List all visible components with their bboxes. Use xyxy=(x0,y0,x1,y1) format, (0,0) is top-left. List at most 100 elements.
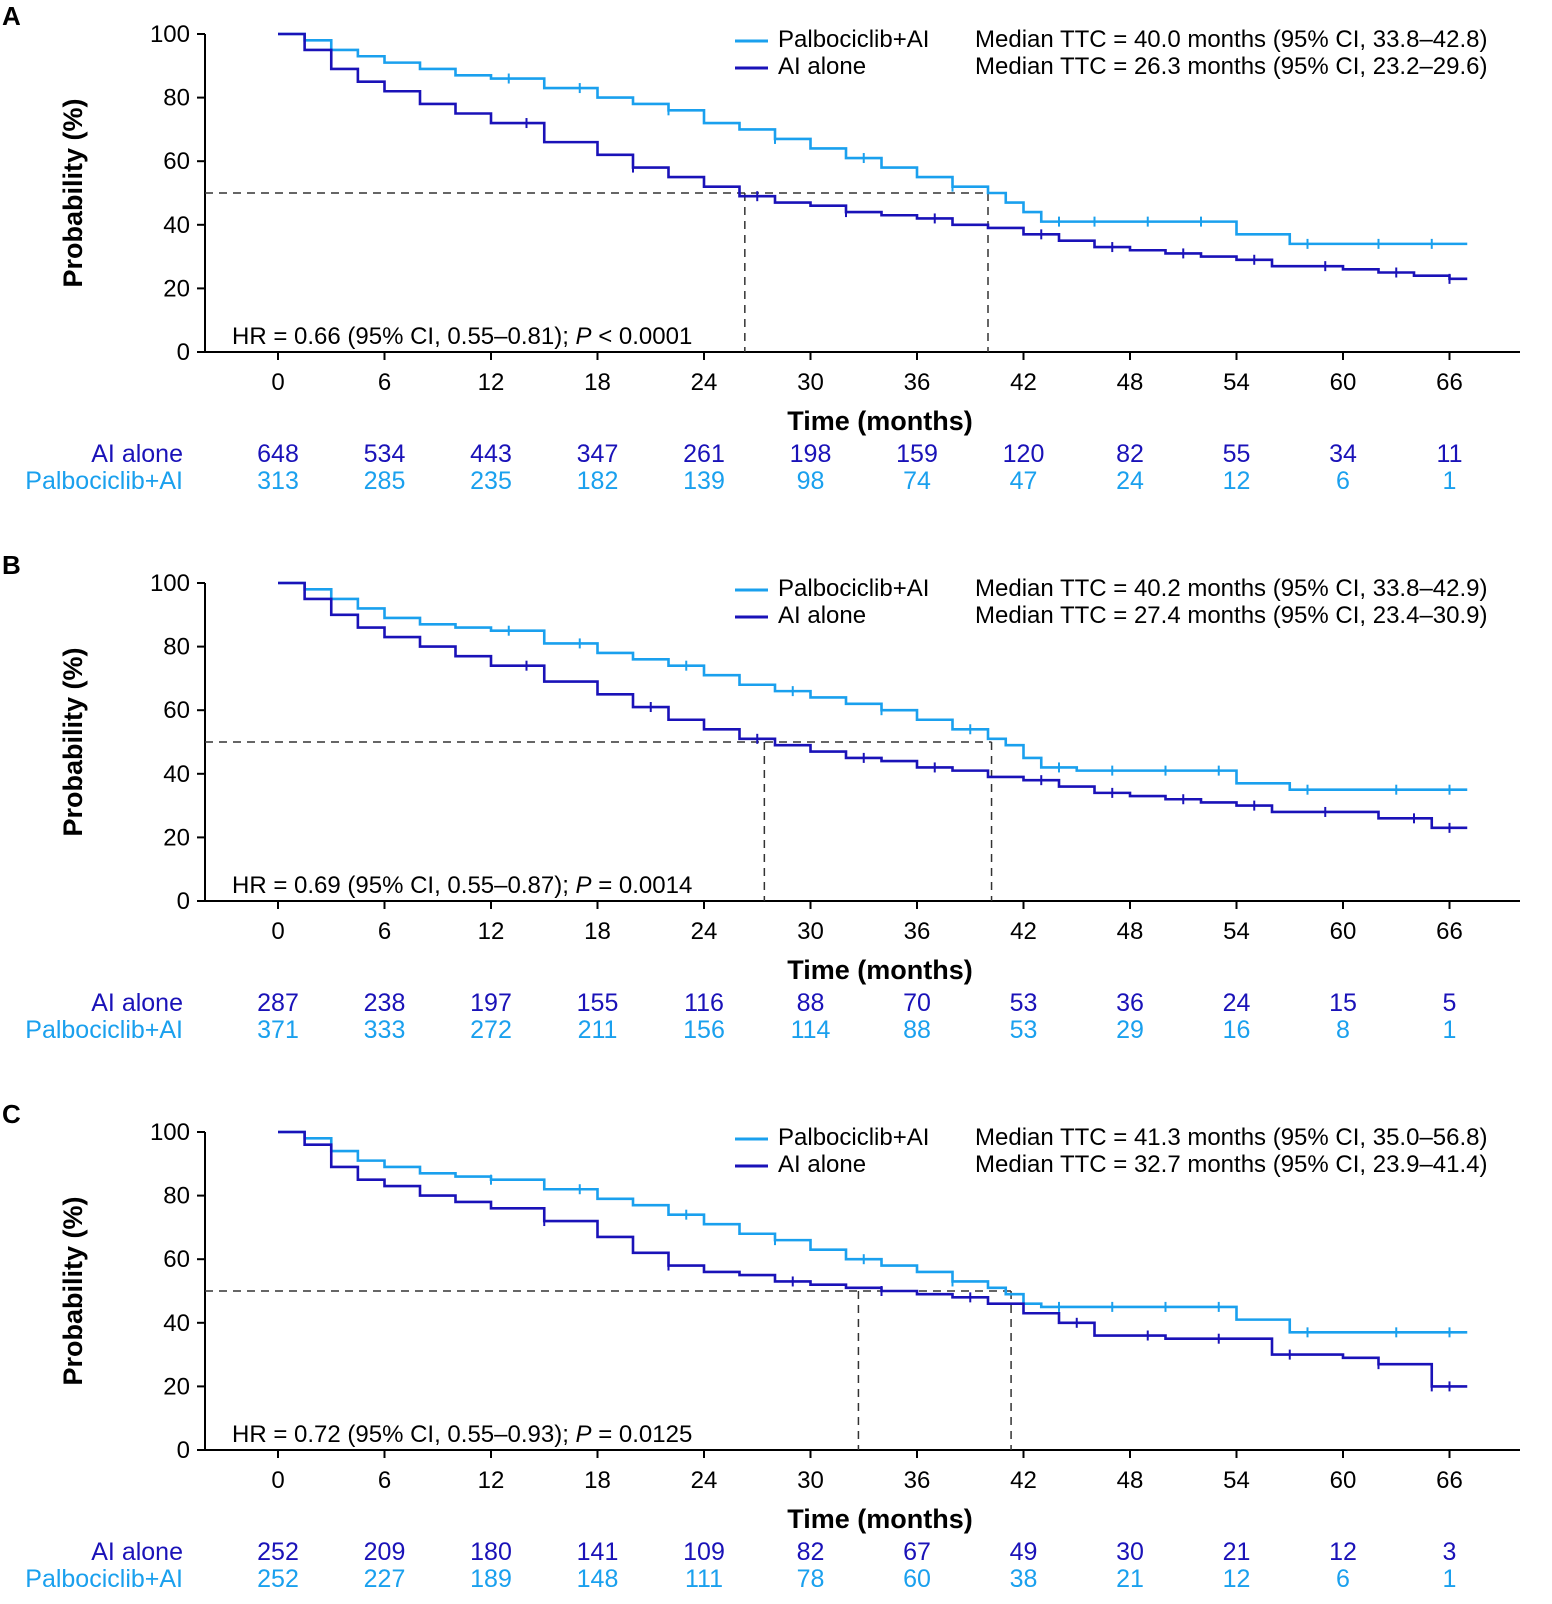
risk-count-ai-alone: 159 xyxy=(896,440,938,468)
y-tick-label: 40 xyxy=(163,212,190,239)
risk-count-ai-alone: 36 xyxy=(1116,989,1144,1017)
x-tick-label: 24 xyxy=(691,918,718,945)
risk-count-palbociclib: 1 xyxy=(1443,1565,1457,1593)
x-tick-label: 12 xyxy=(478,1467,505,1494)
risk-row-label-palbociclib: Palbociclib+AI xyxy=(25,467,183,495)
risk-count-palbociclib: 1 xyxy=(1443,1016,1457,1044)
risk-count-palbociclib: 6 xyxy=(1336,1565,1350,1593)
risk-count-palbociclib: 12 xyxy=(1223,467,1251,495)
legend-median-palbociclib: Median TTC = 41.3 months (95% CI, 35.0–5… xyxy=(975,1124,1488,1151)
x-tick-label: 48 xyxy=(1117,1467,1144,1494)
x-tick-label: 12 xyxy=(478,369,505,396)
km-curve-palbociclib xyxy=(278,32,1468,246)
risk-count-palbociclib: 252 xyxy=(257,1565,299,1593)
risk-count-ai-alone: 238 xyxy=(364,989,406,1017)
x-tick-label: 36 xyxy=(904,1467,931,1494)
legend-label-palbociclib: Palbociclib+AI xyxy=(778,575,929,602)
legend-median-ai-alone: Median TTC = 27.4 months (95% CI, 23.4–3… xyxy=(975,602,1488,629)
y-tick-label: 80 xyxy=(163,634,190,661)
risk-count-ai-alone: 15 xyxy=(1329,989,1357,1017)
risk-count-palbociclib: 29 xyxy=(1116,1016,1144,1044)
x-tick-label: 66 xyxy=(1436,369,1463,396)
risk-count-palbociclib: 156 xyxy=(683,1016,725,1044)
x-tick-label: 18 xyxy=(584,918,611,945)
risk-count-ai-alone: 261 xyxy=(683,440,725,468)
x-tick-label: 24 xyxy=(691,369,718,396)
risk-count-palbociclib: 53 xyxy=(1010,1016,1038,1044)
y-tick-label: 100 xyxy=(150,1119,190,1146)
x-tick-label: 24 xyxy=(691,1467,718,1494)
risk-count-palbociclib: 211 xyxy=(578,1016,618,1044)
risk-count-ai-alone: 24 xyxy=(1223,989,1251,1017)
y-tick-label: 60 xyxy=(163,697,190,724)
risk-count-ai-alone: 197 xyxy=(470,989,512,1017)
risk-count-palbociclib: 74 xyxy=(903,467,931,495)
risk-count-palbociclib: 16 xyxy=(1223,1016,1251,1044)
risk-count-ai-alone: 141 xyxy=(577,1538,619,1566)
risk-count-palbociclib: 8 xyxy=(1336,1016,1350,1044)
x-tick-label: 6 xyxy=(378,1467,391,1494)
x-tick-label: 6 xyxy=(378,918,391,945)
risk-count-palbociclib: 88 xyxy=(903,1016,931,1044)
x-tick-label: 36 xyxy=(904,918,931,945)
x-tick-label: 6 xyxy=(378,369,391,396)
risk-count-palbociclib: 47 xyxy=(1010,467,1038,495)
risk-row-label-ai-alone: AI alone xyxy=(91,1538,183,1566)
legend-median-palbociclib: Median TTC = 40.0 months (95% CI, 33.8–4… xyxy=(975,26,1488,53)
risk-count-ai-alone: 12 xyxy=(1329,1538,1357,1566)
x-tick-label: 66 xyxy=(1436,1467,1463,1494)
legend-label-ai-alone: AI alone xyxy=(778,53,866,80)
risk-count-ai-alone: 55 xyxy=(1223,440,1251,468)
y-tick-label: 20 xyxy=(163,275,190,302)
risk-count-palbociclib: 114 xyxy=(791,1016,831,1044)
x-axis-label: Time (months) xyxy=(787,1504,973,1534)
y-tick-label: 100 xyxy=(150,21,190,48)
x-tick-label: 18 xyxy=(584,369,611,396)
y-tick-label: 20 xyxy=(163,824,190,851)
legend-median-ai-alone: Median TTC = 26.3 months (95% CI, 23.2–2… xyxy=(975,53,1488,80)
risk-count-palbociclib: 333 xyxy=(364,1016,406,1044)
y-tick-label: 80 xyxy=(163,1183,190,1210)
risk-count-ai-alone: 180 xyxy=(470,1538,512,1566)
y-axis-label: Probability (%) xyxy=(58,1196,88,1385)
risk-count-palbociclib: 235 xyxy=(470,467,512,495)
risk-count-ai-alone: 82 xyxy=(1116,440,1144,468)
km-curve-palbociclib xyxy=(278,1130,1468,1334)
x-tick-label: 42 xyxy=(1010,369,1037,396)
risk-count-palbociclib: 6 xyxy=(1336,467,1350,495)
km-curve-ai_alone xyxy=(278,32,1468,281)
x-tick-label: 36 xyxy=(904,369,931,396)
x-tick-label: 0 xyxy=(271,1467,284,1494)
x-tick-label: 54 xyxy=(1223,1467,1250,1494)
y-tick-label: 100 xyxy=(150,570,190,597)
risk-count-ai-alone: 11 xyxy=(1437,440,1463,468)
legend-label-ai-alone: AI alone xyxy=(778,1151,866,1178)
risk-row-label-palbociclib: Palbociclib+AI xyxy=(25,1016,183,1044)
x-tick-label: 54 xyxy=(1223,369,1250,396)
risk-count-palbociclib: 21 xyxy=(1116,1565,1144,1593)
y-tick-label: 0 xyxy=(177,1437,190,1464)
risk-count-ai-alone: 21 xyxy=(1223,1538,1251,1566)
km-curve-ai_alone xyxy=(278,1130,1468,1388)
risk-count-ai-alone: 534 xyxy=(364,440,406,468)
risk-count-ai-alone: 30 xyxy=(1116,1538,1144,1566)
risk-count-palbociclib: 139 xyxy=(683,467,725,495)
y-tick-label: 60 xyxy=(163,148,190,175)
risk-count-ai-alone: 67 xyxy=(903,1538,931,1566)
risk-count-ai-alone: 198 xyxy=(790,440,832,468)
risk-count-palbociclib: 189 xyxy=(470,1565,512,1593)
y-tick-label: 40 xyxy=(163,761,190,788)
risk-count-palbociclib: 148 xyxy=(577,1565,619,1593)
risk-count-palbociclib: 285 xyxy=(364,467,406,495)
panel-letter: B xyxy=(2,550,21,580)
x-tick-label: 30 xyxy=(797,918,824,945)
hr-annotation: HR = 0.69 (95% CI, 0.55–0.87); P = 0.001… xyxy=(232,872,692,899)
y-tick-label: 80 xyxy=(163,85,190,112)
x-tick-label: 0 xyxy=(271,918,284,945)
risk-count-ai-alone: 3 xyxy=(1443,1538,1457,1566)
risk-count-palbociclib: 371 xyxy=(257,1016,299,1044)
x-tick-label: 48 xyxy=(1117,918,1144,945)
risk-count-palbociclib: 38 xyxy=(1010,1565,1038,1593)
